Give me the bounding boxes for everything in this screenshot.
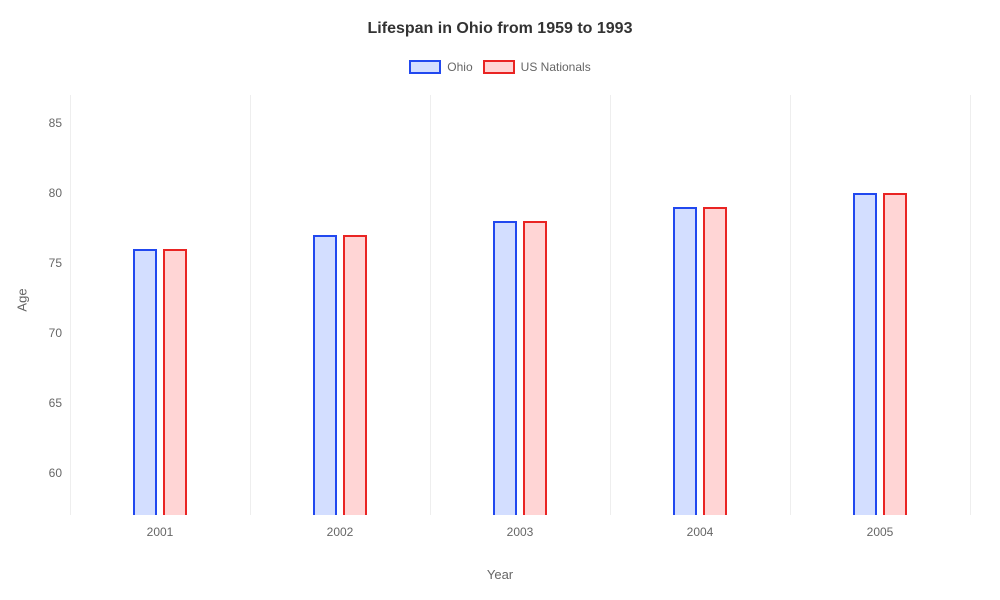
x-tick-label: 2005 [867, 525, 894, 539]
y-tick-label: 70 [49, 326, 62, 340]
plot-area: 60657075808520012002200320042005 [70, 95, 970, 515]
legend-item-us: US Nationals [483, 60, 591, 74]
y-tick-label: 60 [49, 466, 62, 480]
gridline-v [70, 95, 71, 515]
x-tick-label: 2001 [147, 525, 174, 539]
gridline-v [790, 95, 791, 515]
legend-box-us [483, 60, 515, 74]
bar-us-nationals-2005 [883, 193, 907, 515]
legend-label-ohio: Ohio [447, 60, 472, 74]
chart-container: Lifespan in Ohio from 1959 to 1993 Ohio … [0, 0, 1000, 600]
y-axis-label: Age [15, 288, 30, 311]
y-tick-label: 75 [49, 256, 62, 270]
x-axis-label: Year [0, 567, 1000, 582]
legend-label-us: US Nationals [521, 60, 591, 74]
bar-us-nationals-2004 [703, 207, 727, 515]
legend: Ohio US Nationals [0, 60, 1000, 74]
gridline-v [970, 95, 971, 515]
bar-ohio-2004 [673, 207, 697, 515]
gridline-v [430, 95, 431, 515]
bar-ohio-2003 [493, 221, 517, 515]
gridline-v [610, 95, 611, 515]
y-tick-label: 65 [49, 396, 62, 410]
bar-us-nationals-2003 [523, 221, 547, 515]
gridline-v [250, 95, 251, 515]
bar-ohio-2002 [313, 235, 337, 515]
x-tick-label: 2003 [507, 525, 534, 539]
x-tick-label: 2004 [687, 525, 714, 539]
x-tick-label: 2002 [327, 525, 354, 539]
y-tick-label: 80 [49, 186, 62, 200]
bar-us-nationals-2002 [343, 235, 367, 515]
chart-title: Lifespan in Ohio from 1959 to 1993 [0, 20, 1000, 38]
bar-ohio-2001 [133, 249, 157, 515]
y-tick-label: 85 [49, 116, 62, 130]
legend-item-ohio: Ohio [409, 60, 472, 74]
bar-ohio-2005 [853, 193, 877, 515]
legend-box-ohio [409, 60, 441, 74]
bar-us-nationals-2001 [163, 249, 187, 515]
